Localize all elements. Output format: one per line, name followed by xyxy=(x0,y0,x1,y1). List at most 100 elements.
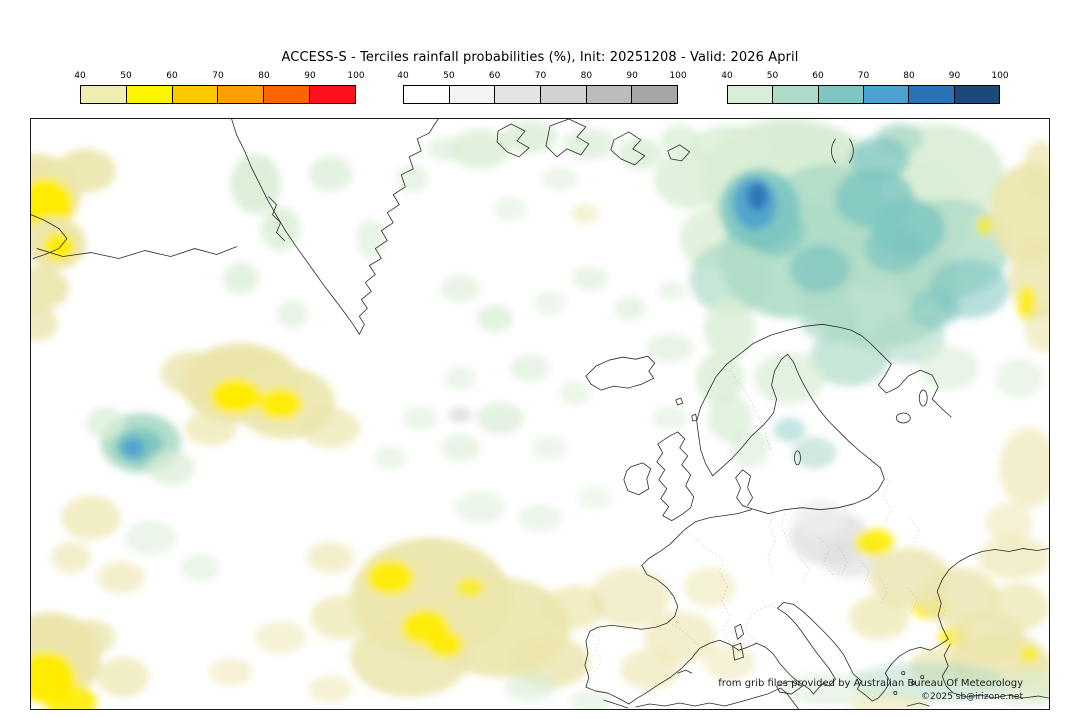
probability-region xyxy=(518,503,562,532)
legend-colorbar-above xyxy=(727,85,1000,104)
probability-region xyxy=(689,242,770,315)
probability-region xyxy=(258,388,303,420)
attribution-source: from grib files provided by Australian B… xyxy=(718,677,1023,689)
probability-region xyxy=(477,304,514,333)
probability-region xyxy=(563,127,616,160)
border-segment xyxy=(799,537,946,622)
probability-region xyxy=(456,577,485,598)
probability-region xyxy=(792,436,837,469)
probability-region xyxy=(753,352,826,405)
legend-tick-label: 90 xyxy=(626,71,638,81)
probability-region xyxy=(799,294,860,343)
probability-region xyxy=(209,378,262,414)
legend-tick-label: 70 xyxy=(857,71,870,81)
legend-tick-label: 80 xyxy=(258,71,270,81)
probability-region xyxy=(502,120,558,153)
probability-region xyxy=(120,437,145,458)
legend-tick-label: 80 xyxy=(903,71,915,81)
border-segment xyxy=(781,509,788,542)
coastline-arctic-island xyxy=(667,144,691,162)
probability-region xyxy=(31,266,69,311)
probability-region xyxy=(695,352,744,405)
coastline-ireland xyxy=(623,462,652,496)
coastline-svalbard xyxy=(545,119,590,158)
legend-tick-label: 40 xyxy=(397,71,409,81)
legend-tick-label: 40 xyxy=(721,71,733,81)
legend-tick-label: 90 xyxy=(948,71,961,81)
probability-region xyxy=(96,657,149,698)
probability-region xyxy=(558,381,591,406)
coastline-white-sea xyxy=(877,363,952,418)
probability-region xyxy=(276,300,309,329)
probability-region xyxy=(919,346,980,391)
border-segment xyxy=(880,467,920,544)
coastline-sardinia xyxy=(732,642,744,661)
probability-region xyxy=(448,407,473,423)
probability-region xyxy=(576,485,613,510)
legend-color-swatch xyxy=(449,86,496,103)
legend-tick-label: 60 xyxy=(812,71,824,81)
coastline-greenland-east xyxy=(358,119,439,335)
probability-region xyxy=(180,553,221,582)
coastline-west-europe xyxy=(584,509,757,705)
coastline-turkey xyxy=(941,643,1049,699)
legend-color-swatch xyxy=(954,86,999,103)
probability-region xyxy=(570,203,599,224)
probability-region xyxy=(308,155,353,192)
probability-region xyxy=(160,351,221,396)
legend-tick-label: 100 xyxy=(669,71,687,81)
border-segment xyxy=(767,509,776,574)
probability-region xyxy=(510,354,550,383)
probability-region xyxy=(534,291,566,316)
island-outline xyxy=(911,681,916,686)
probability-region xyxy=(450,128,511,169)
probability-region xyxy=(707,394,752,442)
legend-tick-label: 80 xyxy=(580,71,593,81)
coastlines xyxy=(31,119,1049,709)
legend-color-swatch xyxy=(310,86,355,103)
border-segment xyxy=(668,622,700,647)
legend-color-swatch xyxy=(728,86,774,103)
legend-color-swatch xyxy=(264,86,311,103)
probability-region xyxy=(657,280,686,301)
figure-title: ACCESS-S - Terciles rainfall probabiliti… xyxy=(281,50,799,65)
probability-region xyxy=(96,561,145,594)
probability-region xyxy=(773,417,806,442)
border-segment xyxy=(729,355,793,450)
probability-region xyxy=(444,366,477,391)
probability-region xyxy=(532,435,568,460)
coastline-novaya-zemlya xyxy=(848,138,854,164)
probability-region xyxy=(454,491,507,524)
map-panel: from grib files provided by Australian B… xyxy=(30,118,1050,710)
legend-normal: 40 50 60 70 80 90 100 xyxy=(397,71,687,104)
probability-region xyxy=(306,541,355,574)
probability-region xyxy=(854,528,895,557)
probability-region xyxy=(55,148,116,193)
probability-region xyxy=(374,445,407,470)
coastline-baffin xyxy=(31,214,68,259)
probability-region xyxy=(427,630,464,659)
probability-region xyxy=(659,124,700,153)
probability-region xyxy=(440,274,481,303)
probability-region xyxy=(504,673,556,702)
probability-region xyxy=(541,166,578,191)
legend-tick-label: 40 xyxy=(74,71,86,81)
legend-tick-label: 70 xyxy=(212,71,224,81)
legend-tick-label: 90 xyxy=(304,71,316,81)
probability-region xyxy=(683,567,736,608)
probability-region xyxy=(793,499,846,536)
legend-color-swatch xyxy=(541,86,587,103)
coastline-norway-west xyxy=(696,323,892,477)
probability-region xyxy=(849,693,930,709)
legend-color-swatch xyxy=(172,86,219,103)
probability-region xyxy=(1024,304,1049,353)
probability-region xyxy=(124,519,177,556)
probability-region xyxy=(440,433,481,462)
probability-region xyxy=(476,402,525,434)
lake-outline xyxy=(918,389,928,407)
coastline-scandinavia-baltic xyxy=(712,353,881,477)
legend-tick-label: 100 xyxy=(991,71,1009,81)
probability-region xyxy=(208,658,253,687)
probability-region xyxy=(254,621,307,654)
probability-region xyxy=(651,406,688,430)
